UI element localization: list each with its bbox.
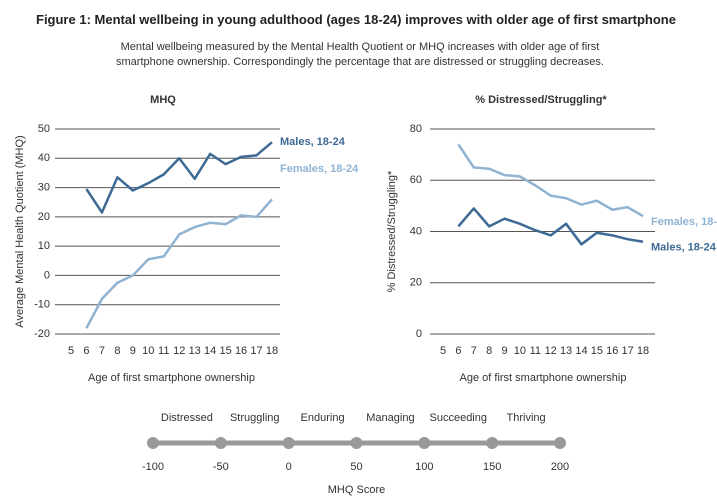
series-line	[85, 141, 273, 214]
series-line	[457, 207, 644, 246]
scale-category: Distressed	[161, 412, 213, 424]
scale-tick-label: -50	[213, 461, 229, 473]
y-tick-label: 0	[44, 269, 50, 281]
chart-title: % Distressed/Struggling*	[475, 94, 607, 106]
x-tick-label: 12	[545, 345, 557, 357]
x-tick-label: 17	[621, 345, 633, 357]
y-tick-label: 20	[38, 211, 50, 223]
x-tick-label: 9	[130, 345, 136, 357]
y-tick-label: -20	[34, 328, 50, 340]
figure-title: Figure 1: Mental wellbeing in young adul…	[36, 12, 676, 27]
x-tick-label: 11	[530, 345, 541, 357]
y-tick-label: -10	[34, 299, 50, 311]
scale-dot	[282, 437, 295, 449]
y-tick-label: 0	[416, 328, 422, 340]
x-tick-label: 7	[99, 345, 105, 357]
x-tick-label: 18	[266, 345, 278, 357]
y-tick-label: 30	[38, 181, 50, 193]
x-tick-label: 9	[501, 345, 507, 357]
scale-dot	[214, 437, 227, 449]
scale-category: Managing	[366, 412, 414, 424]
scale-tick-label: 150	[483, 461, 501, 473]
x-tick-label: 15	[591, 345, 603, 357]
series-label: Females, 18-24	[280, 163, 359, 175]
y-tick-label: 20	[410, 277, 422, 289]
series-label: Males, 18-24	[651, 242, 717, 254]
y-axis-label: % Distressed/Struggling*	[386, 170, 398, 292]
scale-label: MHQ Score	[328, 484, 385, 496]
x-tick-label: 6	[83, 345, 89, 357]
scale-tick-label: -100	[142, 461, 164, 473]
series-label: Males, 18-24	[280, 136, 346, 148]
x-tick-label: 7	[471, 345, 477, 357]
scale-tick-label: 50	[350, 461, 362, 473]
scale-tick-label: 0	[286, 461, 292, 473]
scale-tick-label: 100	[415, 461, 433, 473]
figure-subtitle: Mental wellbeing measured by the Mental …	[116, 41, 604, 68]
x-axis-label: Age of first smartphone ownership	[460, 372, 627, 384]
scale-dot	[486, 437, 499, 449]
x-axis-label: Age of first smartphone ownership	[88, 372, 255, 384]
x-tick-label: 5	[68, 345, 74, 357]
x-tick-label: 13	[560, 345, 572, 357]
x-tick-label: 18	[637, 345, 649, 357]
x-tick-label: 15	[219, 345, 231, 357]
scale-dot	[350, 437, 363, 449]
x-tick-label: 16	[235, 345, 247, 357]
x-tick-label: 14	[575, 345, 587, 357]
scale-category: Enduring	[301, 412, 345, 424]
chart-title: MHQ	[150, 94, 176, 106]
x-tick-label: 5	[440, 345, 446, 357]
x-tick-label: 8	[114, 345, 120, 357]
x-tick-label: 13	[189, 345, 201, 357]
x-tick-label: 10	[514, 345, 526, 357]
scale-dot	[147, 437, 159, 449]
y-tick-label: 60	[410, 174, 422, 186]
y-tick-label: 50	[38, 123, 50, 135]
y-tick-label: 80	[410, 123, 422, 135]
x-tick-label: 12	[173, 345, 185, 357]
scale-category: Succeeding	[430, 412, 488, 424]
y-tick-label: 10	[38, 240, 50, 252]
x-tick-label: 6	[455, 345, 461, 357]
series-line	[457, 143, 644, 218]
x-tick-label: 10	[142, 345, 154, 357]
scale-category: Thriving	[507, 412, 546, 424]
y-axis-label: Average Mental Health Quotient (MHQ)	[14, 135, 26, 327]
scale-category: Struggling	[230, 412, 280, 424]
x-tick-label: 8	[486, 345, 492, 357]
x-tick-label: 11	[158, 345, 169, 357]
series-label: Females, 18-24	[651, 216, 717, 228]
scale-dot	[418, 437, 431, 449]
y-tick-label: 40	[38, 152, 50, 164]
series-line	[85, 198, 273, 329]
x-tick-label: 17	[250, 345, 262, 357]
scale-tick-label: 200	[551, 461, 569, 473]
scale-dot	[554, 437, 566, 449]
x-tick-label: 14	[204, 345, 216, 357]
x-tick-label: 16	[606, 345, 618, 357]
y-tick-label: 40	[410, 225, 422, 237]
